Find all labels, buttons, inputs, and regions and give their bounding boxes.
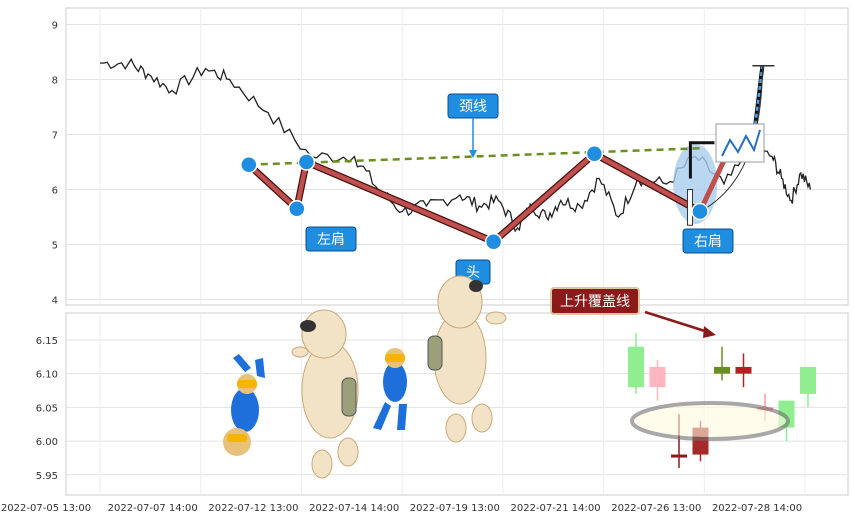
pattern-inset-line	[721, 129, 761, 157]
pattern-node	[288, 200, 306, 218]
lower-y-tick-label: 5.95	[36, 471, 58, 482]
x-tick-label: 2022-07-07 14:00	[108, 503, 198, 514]
lower-y-tick-label: 6.15	[36, 336, 58, 347]
candle-body	[649, 366, 666, 388]
price-y-tick-label: 8	[52, 76, 58, 87]
price-y-tick-label: 7	[52, 131, 58, 142]
marker-bar	[687, 189, 694, 226]
pattern-line	[247, 151, 702, 244]
axis-ticks: 4 5 6 7 8 9 5.95 6.00 6.05 6.10 6.15 2022-07-05 13:…	[1, 21, 802, 515]
x-tick-label: 2022-07-14 14:00	[309, 503, 399, 514]
lower-y-tick-label: 6.00	[36, 437, 58, 448]
rising-cover-callout: 上升覆盖线	[550, 287, 716, 338]
x-tick-label: 2022-07-28 14:00	[712, 503, 802, 514]
candle-body	[714, 366, 730, 374]
price-y-tick-label: 5	[52, 241, 58, 252]
pattern-node	[297, 153, 316, 171]
x-tick-label: 2022-07-26 13:00	[611, 503, 701, 514]
x-tick-label: 2022-07-19 13:00	[410, 503, 500, 514]
x-tick-label: 2022-07-12 13:00	[208, 503, 298, 514]
pattern-overlay	[240, 65, 775, 251]
right-shoulder-callout: 右肩	[682, 228, 734, 254]
candle-body	[671, 454, 687, 458]
diver-dog-illustration	[223, 275, 507, 479]
left-shoulder-callout: 左肩	[305, 226, 357, 252]
pattern-node	[484, 233, 503, 251]
right-shoulder-label: 右肩	[694, 234, 722, 250]
neckline	[248, 147, 701, 166]
candle-body	[800, 366, 816, 394]
rising-cover-label: 上升覆盖线	[560, 294, 630, 310]
head-label: 头	[466, 265, 480, 281]
candle-body	[735, 366, 752, 374]
neckline-label: 颈线	[459, 99, 487, 115]
price-y-tick-label: 6	[52, 186, 58, 197]
pattern-node	[585, 145, 604, 163]
neckline-callout: 颈线	[447, 93, 499, 158]
price-y-tick-label: 4	[52, 296, 58, 307]
target-line	[751, 65, 764, 146]
price-y-tick-label: 9	[52, 21, 58, 32]
x-tick-label: 2022-07-21 14:00	[511, 503, 601, 514]
left-shoulder-label: 左肩	[317, 232, 345, 248]
lower-y-tick-label: 6.10	[36, 370, 58, 381]
x-tick-label: 2022-07-05 13:00	[1, 503, 91, 514]
candle-body	[628, 346, 644, 388]
lower-y-tick-label: 6.05	[36, 403, 58, 414]
pattern-node	[691, 202, 709, 221]
cover-line-highlight	[630, 401, 790, 441]
pattern-node	[240, 156, 258, 174]
candlestick-series	[628, 333, 816, 469]
step-marker	[688, 141, 715, 179]
